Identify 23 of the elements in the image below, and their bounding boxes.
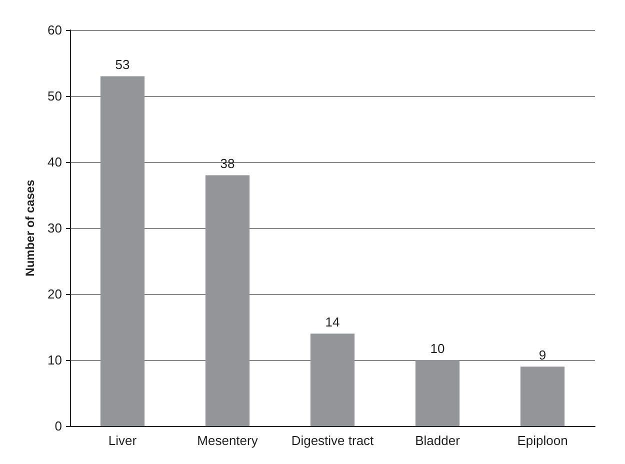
y-tick-label: 0 xyxy=(54,418,62,434)
x-tick-label: Liver xyxy=(108,433,138,448)
bar xyxy=(415,360,460,426)
data-label: 9 xyxy=(538,348,546,363)
data-label: 53 xyxy=(115,57,130,72)
y-tick-label: 50 xyxy=(48,88,62,104)
bar xyxy=(520,366,565,426)
data-label: 10 xyxy=(430,341,445,356)
x-tick-label: Mesentery xyxy=(197,433,258,448)
y-tick-label: 20 xyxy=(48,286,62,302)
x-tick-label: Bladder xyxy=(415,433,461,448)
bar xyxy=(100,76,145,426)
y-tick-label: 10 xyxy=(48,352,62,368)
y-axis-title: Number of cases xyxy=(23,179,37,276)
data-label: 38 xyxy=(220,156,235,172)
y-tick-label: 30 xyxy=(48,220,62,236)
bar xyxy=(310,334,355,426)
data-label: 14 xyxy=(325,314,340,330)
x-tick-label: Digestive tract xyxy=(291,433,374,448)
x-tick-label: Epiploon xyxy=(517,433,568,448)
y-tick-label: 60 xyxy=(48,22,62,38)
bar xyxy=(205,175,250,426)
y-tick-label: 40 xyxy=(48,154,62,170)
